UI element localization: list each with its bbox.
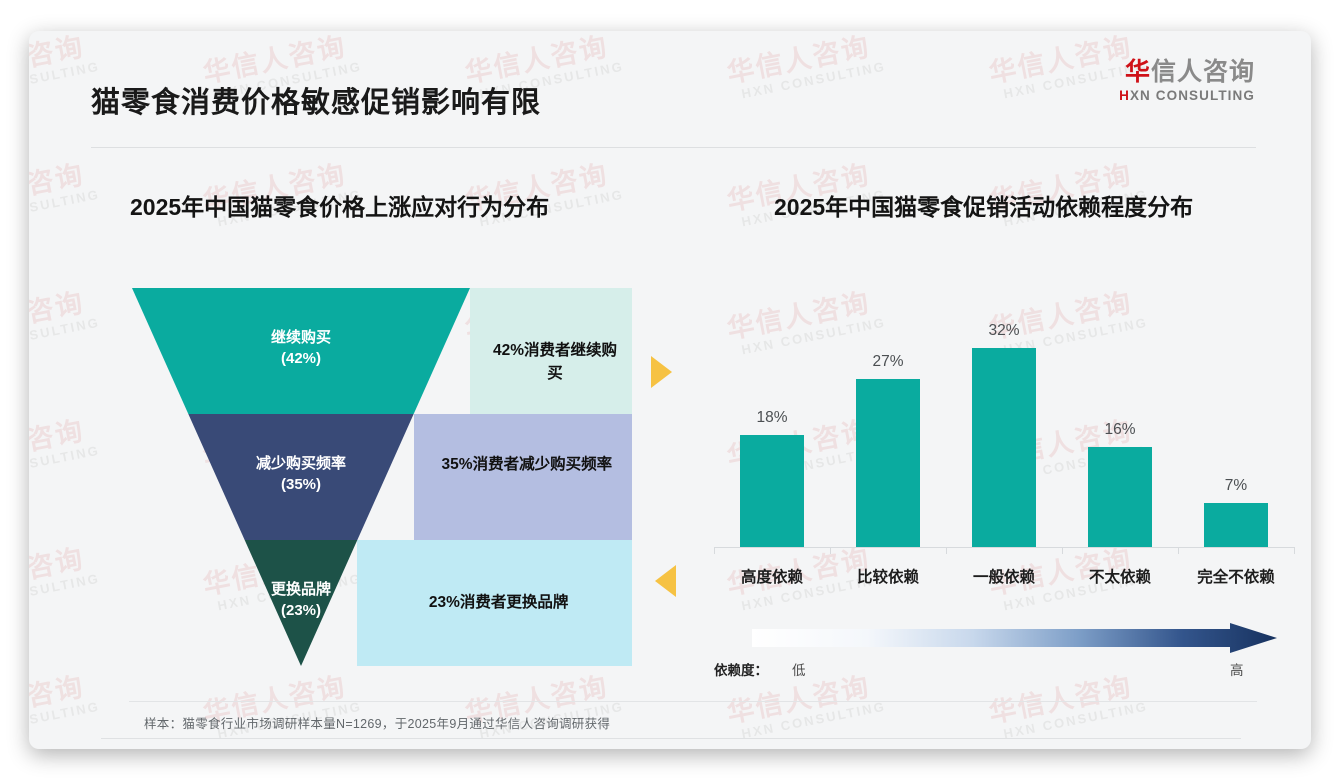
funnel-stage-label: 减少购买频率 (35%) bbox=[211, 453, 391, 496]
bar-plot-area: 18% 高度依赖 27% 比较依赖 32% 一般依赖 16% 不太依赖 7% 完全不依赖 bbox=[714, 281, 1295, 679]
bar[interactable] bbox=[740, 435, 804, 547]
legend-high-label: 高 bbox=[1230, 663, 1244, 678]
funnel-chart: 继续购买 (42%) 42%消费者继续购买减少购买频率 (35%) 35%消费者减少购买… bbox=[132, 288, 632, 666]
logo-english: HXN CONSULTING bbox=[1119, 88, 1255, 103]
bar-value-label: 16% bbox=[1104, 421, 1136, 438]
logo-english-rest: XN CONSULTING bbox=[1129, 88, 1255, 104]
logo-chinese: 华信人咨询 bbox=[1119, 59, 1255, 85]
x-axis-tick bbox=[1062, 547, 1063, 554]
bar[interactable] bbox=[856, 379, 920, 547]
left-panel: 2025年中国猫零食价格上涨应对行为分布 继续购买 (42%) 42%消费者继续购买… bbox=[29, 161, 669, 701]
funnel-stage: 更换品牌 (23%) 23%消费者更换品牌 bbox=[132, 540, 632, 666]
bar-category-label: 高度依赖 bbox=[740, 569, 803, 586]
x-axis-tick bbox=[946, 547, 947, 554]
bar-column[interactable] bbox=[1178, 503, 1294, 547]
funnel-stage-value: (23%) bbox=[280, 602, 321, 620]
funnel-stage-note: 42%消费者继续购买 bbox=[492, 342, 618, 383]
logo-chinese-accent: 华 bbox=[1124, 58, 1151, 86]
watermark-en: HXN CONSULTING bbox=[1002, 698, 1150, 742]
bar-category-label: 一般依赖 bbox=[972, 569, 1035, 586]
watermark-en: HXN CONSULTING bbox=[740, 698, 888, 742]
funnel-stage-note-panel bbox=[470, 288, 632, 414]
x-axis-tick bbox=[714, 547, 715, 554]
triangle-right-icon bbox=[651, 356, 672, 388]
logo-chinese-rest: 信人咨询 bbox=[1150, 58, 1255, 86]
funnel-stage: 减少购买频率 (35%) 35%消费者减少购买频率 bbox=[132, 414, 632, 540]
funnel-stage-wedge bbox=[132, 414, 632, 540]
funnel-stage-value: (42%) bbox=[280, 350, 321, 368]
footnote: 样本：猫零食行业市场调研样本量N=1269，于2025年9月通过华信人咨询调研获… bbox=[144, 717, 611, 731]
logo-english-accent: H bbox=[1119, 88, 1130, 104]
funnel-stage-name: 减少购买频率 bbox=[255, 455, 346, 472]
footer-divider bbox=[101, 738, 1241, 739]
bar-category-label: 比较依赖 bbox=[856, 569, 919, 586]
funnel-stage: 继续购买 (42%) 42%消费者继续购买 bbox=[132, 288, 632, 414]
bar-value-label: 7% bbox=[1224, 477, 1248, 494]
funnel-stage-note-panel bbox=[357, 540, 632, 666]
bar-category-label: 不太依赖 bbox=[1088, 569, 1151, 586]
x-axis-line bbox=[714, 547, 1294, 548]
right-panel-title: 2025年中国猫零食促销活动依赖程度分布 bbox=[774, 194, 1194, 220]
funnel-stage-note-panel bbox=[413, 414, 632, 540]
funnel-stage-label: 更换品牌 (23%) bbox=[211, 579, 391, 622]
bar-column[interactable] bbox=[946, 348, 1062, 547]
bar-column[interactable] bbox=[830, 379, 946, 547]
funnel-stage-wedge bbox=[132, 288, 632, 414]
bar-value-label: 32% bbox=[988, 322, 1020, 339]
funnel-stage-wedge bbox=[132, 540, 632, 666]
title-divider bbox=[91, 147, 1256, 148]
gradient-arrow-icon bbox=[752, 623, 1277, 653]
funnel-stage-label: 继续购买 (42%) bbox=[211, 327, 391, 370]
bar-column[interactable] bbox=[1062, 447, 1178, 547]
x-axis-tick bbox=[830, 547, 831, 554]
funnel-stage-note: 35%消费者减少购买频率 bbox=[441, 456, 613, 473]
bar[interactable] bbox=[1204, 503, 1268, 547]
page-title: 猫零食消费价格敏感促销影响有限 bbox=[91, 87, 542, 119]
bar-value-label: 27% bbox=[872, 353, 904, 370]
bar[interactable] bbox=[972, 348, 1036, 547]
left-panel-title: 2025年中国猫零食价格上涨应对行为分布 bbox=[130, 194, 550, 220]
funnel-stage-note: 23%消费者更换品牌 bbox=[428, 594, 569, 611]
slide-header: 猫零食消费价格敏感促销影响有限 华信人咨询 HXN CONSULTING bbox=[29, 31, 1311, 149]
legend-low-label: 低 bbox=[792, 663, 806, 678]
x-axis-tick bbox=[1178, 547, 1179, 554]
bar-category-label: 完全不依赖 bbox=[1197, 569, 1275, 586]
bar-value-label: 18% bbox=[756, 409, 788, 426]
bar-column[interactable] bbox=[714, 435, 830, 547]
right-panel: 2025年中国猫零食促销活动依赖程度分布 18% 高度依赖 27% 比较依赖 32% 一般… bbox=[669, 161, 1311, 701]
triangle-left-icon bbox=[655, 565, 676, 597]
brand-logo: 华信人咨询 HXN CONSULTING bbox=[1119, 59, 1255, 103]
footnote-divider bbox=[129, 701, 1257, 702]
x-axis-tick bbox=[1294, 547, 1295, 554]
watermark-en: HXN CONSULTING bbox=[29, 698, 102, 742]
legend-caption: 依赖度： bbox=[714, 663, 768, 678]
bar-chart: 18% 高度依赖 27% 比较依赖 32% 一般依赖 16% 不太依赖 7% 完全不依赖 bbox=[714, 281, 1295, 701]
funnel-stage-name: 更换品牌 bbox=[270, 581, 331, 598]
bar[interactable] bbox=[1088, 447, 1152, 547]
funnel-stage-name: 继续购买 bbox=[270, 329, 331, 346]
dependency-gradient-legend: 依赖度： 低 高 bbox=[714, 623, 1294, 687]
funnel-stage-value: (35%) bbox=[280, 476, 321, 494]
